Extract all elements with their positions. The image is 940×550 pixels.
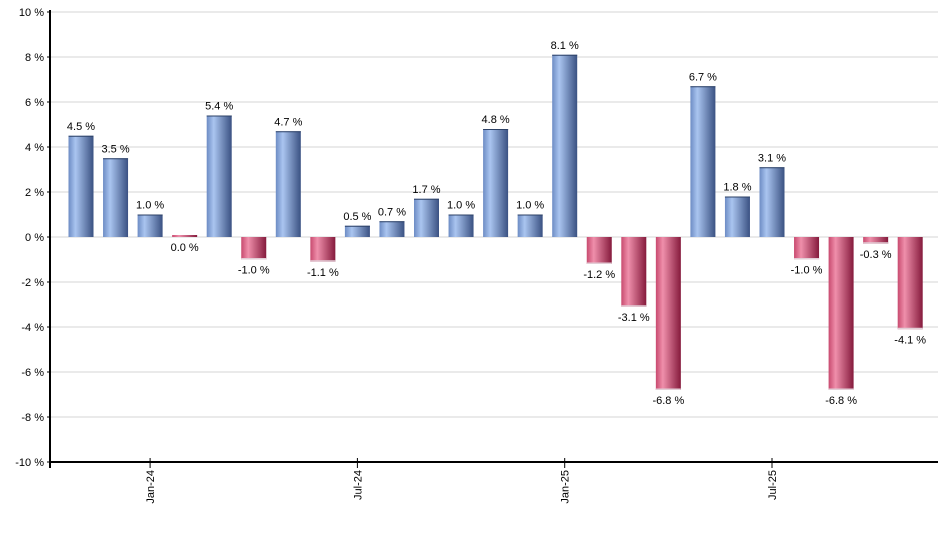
bar-top-cap bbox=[759, 167, 785, 169]
bar-Jul-24 bbox=[344, 225, 370, 237]
bar-value-label: 1.8 % bbox=[723, 182, 751, 194]
bar-Dec-23 bbox=[103, 158, 129, 237]
x-axis-tick-label: Jan-25 bbox=[560, 470, 572, 504]
y-axis-tick-label: -4 % bbox=[21, 322, 44, 334]
y-axis-tick-label: -6 % bbox=[21, 367, 44, 379]
bar-value-label: 4.8 % bbox=[482, 114, 510, 126]
bar-Apr-24 bbox=[241, 237, 267, 260]
bar-Mar-25 bbox=[621, 237, 647, 307]
y-axis-tick-label: 8 % bbox=[25, 52, 44, 64]
bar-top-cap bbox=[690, 86, 716, 88]
bar-top-cap bbox=[414, 198, 439, 200]
bar-top-cap bbox=[344, 225, 370, 227]
bar-value-label: -1.2 % bbox=[583, 269, 615, 281]
bar-May-24 bbox=[275, 131, 301, 237]
x-axis-tick-label: Jul-25 bbox=[767, 470, 779, 500]
bar-value-label: -1.0 % bbox=[791, 265, 823, 277]
bar-value-label: 3.5 % bbox=[101, 143, 129, 155]
bar-value-label: 0.5 % bbox=[343, 211, 371, 223]
bar-Jan-25 bbox=[552, 54, 578, 237]
y-axis-tick-label: 6 % bbox=[25, 97, 44, 109]
bar-top-cap bbox=[552, 54, 578, 56]
bar-Mar-24 bbox=[206, 115, 232, 237]
y-axis-tick-label: -2 % bbox=[21, 277, 44, 289]
bar-bottom-cap bbox=[794, 258, 820, 260]
bar-Jun-24 bbox=[310, 237, 336, 262]
x-axis-tick-label: Jan-24 bbox=[145, 470, 157, 504]
bar-value-label: 1.0 % bbox=[516, 200, 544, 212]
bar-bottom-cap bbox=[897, 327, 923, 330]
bar-Feb-24 bbox=[172, 235, 198, 237]
bar-Nov-25 bbox=[897, 237, 923, 330]
bar-value-label: 1.7 % bbox=[412, 184, 440, 196]
bar-top-cap bbox=[103, 158, 129, 160]
bar-top-cap bbox=[517, 214, 543, 216]
bar-top-cap bbox=[137, 214, 163, 216]
bar-value-label: 3.1 % bbox=[758, 152, 786, 164]
bar-value-label: 4.5 % bbox=[67, 121, 95, 133]
bar-bottom-cap bbox=[655, 388, 681, 390]
bar-top-cap bbox=[483, 129, 509, 130]
bar-value-label: 5.4 % bbox=[205, 101, 233, 113]
bar-value-label: 4.7 % bbox=[274, 116, 302, 128]
bar-Sep-25 bbox=[828, 237, 854, 390]
bar-value-label: -6.8 % bbox=[825, 395, 857, 407]
bar-Oct-24 bbox=[448, 214, 474, 237]
bar-bottom-cap bbox=[828, 388, 854, 390]
bar-Jul-25 bbox=[759, 167, 785, 237]
bar-Nov-23 bbox=[68, 135, 94, 237]
bar-May-25 bbox=[690, 86, 716, 237]
bar-Jan-24 bbox=[137, 214, 163, 237]
bar-value-label: 0.0 % bbox=[171, 242, 199, 254]
bar-bottom-cap bbox=[586, 262, 612, 264]
bar-Apr-25 bbox=[655, 237, 681, 390]
bar-top-cap bbox=[68, 135, 94, 137]
bar-Aug-25 bbox=[794, 237, 820, 260]
bar-Sep-24 bbox=[414, 198, 439, 237]
y-axis-tick-label: -10 % bbox=[15, 457, 44, 469]
x-axis-tick-label: Jul-24 bbox=[352, 470, 364, 500]
bar-top-cap bbox=[379, 221, 405, 223]
bar-top-cap bbox=[275, 131, 301, 133]
bar-value-label: 1.0 % bbox=[447, 200, 475, 212]
bar-value-label: -1.0 % bbox=[238, 265, 270, 277]
bar-value-label: -1.1 % bbox=[307, 267, 339, 279]
bar-value-label: 6.7 % bbox=[689, 71, 717, 83]
bar-value-label: -0.3 % bbox=[860, 249, 892, 261]
bar-bottom-cap bbox=[621, 305, 647, 307]
bar-value-label: -3.1 % bbox=[618, 312, 650, 324]
bar-Feb-25 bbox=[586, 237, 612, 264]
y-axis-tick-label: 2 % bbox=[25, 187, 44, 199]
y-axis-tick-label: 4 % bbox=[25, 142, 44, 154]
y-axis-tick-label: 0 % bbox=[25, 232, 44, 244]
bar-value-label: -6.8 % bbox=[652, 395, 684, 407]
bar-Jun-25 bbox=[724, 196, 750, 237]
bar-bottom-cap bbox=[310, 260, 336, 262]
y-axis-tick-label: -8 % bbox=[21, 412, 44, 424]
y-axis-tick-label: 10 % bbox=[19, 7, 44, 19]
bar-bottom-cap bbox=[863, 242, 889, 244]
bar-Aug-24 bbox=[379, 221, 405, 237]
bar-value-label: -4.1 % bbox=[894, 334, 926, 346]
bar-value-label: 0.7 % bbox=[378, 206, 406, 218]
bar-Nov-24 bbox=[483, 129, 509, 237]
bar-Oct-25 bbox=[863, 237, 889, 244]
bar-Dec-24 bbox=[517, 214, 543, 237]
bar-value-label: 8.1 % bbox=[551, 40, 579, 52]
bar-value-label: 1.0 % bbox=[136, 200, 164, 212]
bar-top-cap bbox=[206, 115, 232, 117]
bar-bottom-cap bbox=[241, 258, 267, 260]
bar-top-cap bbox=[724, 196, 750, 198]
bar-top-cap bbox=[448, 214, 474, 216]
